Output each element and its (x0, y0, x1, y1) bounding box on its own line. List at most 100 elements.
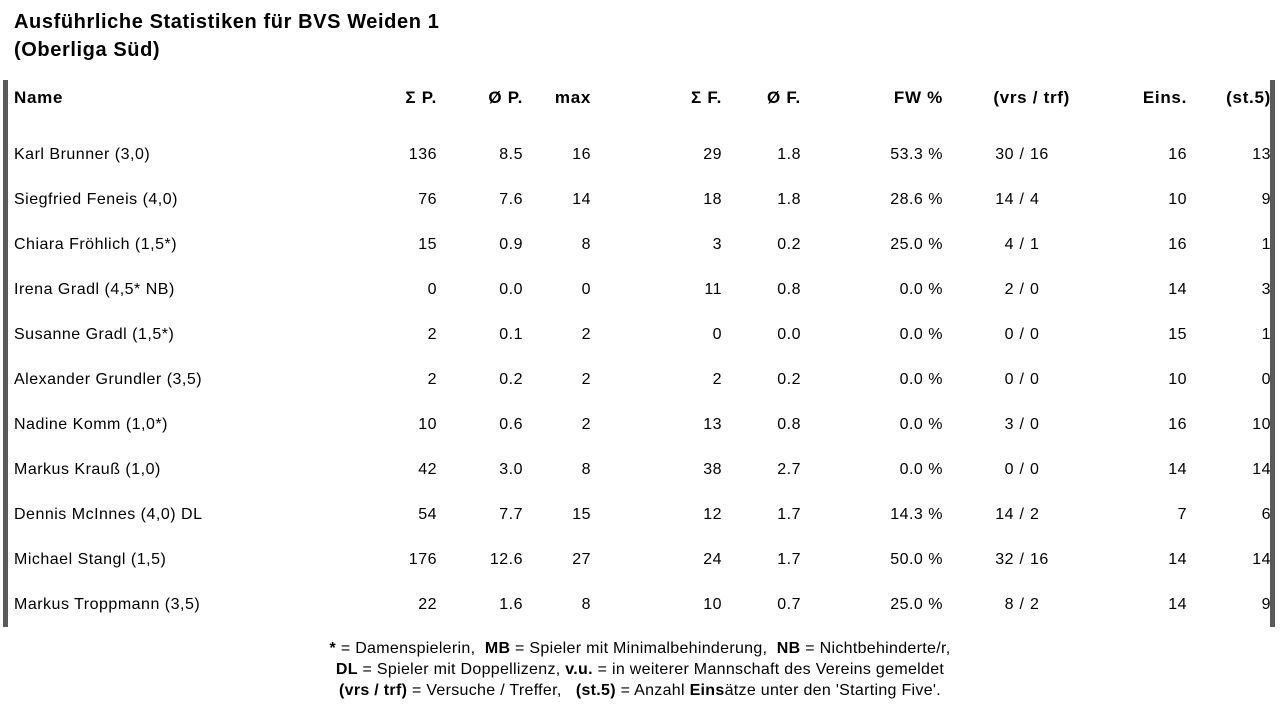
cell-st5: 14 (1252, 550, 1271, 568)
cell-fw_pct: 28.6 % (890, 190, 943, 208)
cell-max: 0 (581, 280, 591, 298)
cell-avg_p: 0.9 (499, 235, 523, 253)
cell-fw_pct: 0.0 % (899, 325, 943, 343)
cell-eins: 16 (1168, 235, 1187, 253)
table-left-border-bar (3, 80, 8, 627)
vrs-value: 0 (1004, 460, 1014, 478)
vrs-trf-separator: / (1019, 325, 1025, 343)
cell-max: 15 (572, 505, 591, 523)
table-row: Markus Krauß (1,0) 42 3.0 8 38 2.7 0.0 % 0 / 0 14 1… (8, 447, 1271, 492)
page-title: Ausführliche Statistiken für BVS Weiden … (14, 8, 439, 64)
trf-value: 2 (1030, 505, 1040, 523)
cell-vrs-trf: 0 / 0 (943, 357, 1070, 402)
vrs-value: 3 (1004, 415, 1014, 433)
footnote-term: MB (484, 640, 511, 657)
cell-fw_pct: 0.0 % (899, 370, 943, 388)
vrs-value: 2 (1004, 280, 1014, 298)
footnote-term: v.u. (565, 661, 593, 678)
cell-vrs-trf: 30 / 16 (943, 132, 1070, 177)
cell-sum_p: 2 (427, 325, 437, 343)
vrs-value: 4 (1004, 235, 1014, 253)
cell-eins: 7 (1177, 505, 1187, 523)
cell-name: Chiara Fröhlich (1,5*) (14, 235, 178, 253)
cell-avg_p: 0.6 (499, 415, 523, 433)
column-header-sum_f: Σ F. (691, 88, 722, 107)
vrs-value: 8 (1004, 595, 1014, 613)
cell-sum_p: 0 (427, 280, 437, 298)
cell-vrs-trf: 4 / 1 (943, 222, 1070, 267)
footnote-text: = Nichtbehinderte/r, (800, 640, 951, 657)
cell-st5: 1 (1261, 235, 1271, 253)
trf-value: 16 (1030, 145, 1049, 163)
cell-max: 2 (581, 325, 591, 343)
cell-fw_pct: 50.0 % (890, 550, 943, 568)
cell-name: Siegfried Feneis (4,0) (14, 190, 178, 208)
footnote-term: DL (335, 661, 358, 678)
vrs-value: 32 (995, 550, 1014, 568)
trf-value: 1 (1030, 235, 1040, 253)
column-header-sum_p: Σ P. (405, 88, 437, 107)
cell-avg_p: 7.7 (499, 505, 523, 523)
table-row: Karl Brunner (3,0) 136 8.5 16 29 1.8 53.3 % 30 /… (8, 132, 1271, 177)
cell-sum_p: 22 (418, 595, 437, 613)
column-header-avg_p: Ø P. (488, 88, 523, 107)
table-row: Alexander Grundler (3,5) 2 0.2 2 2 0.2 0.0 % 0 /… (8, 357, 1271, 402)
table-row: Nadine Komm (1,0*) 10 0.6 2 13 0.8 0.0 % 3 / 0 16 1… (8, 402, 1271, 447)
cell-sum_f: 11 (704, 280, 722, 298)
footnote-text: ätze unter den 'Starting Five'. (724, 682, 941, 699)
cell-vrs-trf: 0 / 0 (943, 312, 1070, 357)
cell-avg_p: 0.0 (499, 280, 523, 298)
table-row: Chiara Fröhlich (1,5*) 15 0.9 8 3 0.2 25.0 % 4 /… (8, 222, 1271, 267)
cell-st5: 0 (1261, 370, 1271, 388)
cell-sum_f: 18 (703, 190, 722, 208)
column-header-vrs_trf: (vrs / trf) (993, 88, 1070, 107)
cell-eins: 16 (1168, 145, 1187, 163)
footnote-line: DL = Spieler mit Doppellizenz, v.u. = in… (0, 659, 1280, 680)
vrs-value: 30 (995, 145, 1014, 163)
footnote-text: = in weiterer Mannschaft des Vereins gem… (592, 661, 945, 678)
cell-avg_f: 1.7 (777, 550, 801, 568)
trf-value: 0 (1030, 460, 1040, 478)
cell-avg_p: 12.6 (489, 550, 523, 568)
cell-avg_f: 0.8 (777, 415, 801, 433)
cell-sum_f: 12 (703, 505, 722, 523)
cell-avg_p: 7.6 (499, 190, 523, 208)
cell-sum_p: 15 (418, 235, 437, 253)
footnote-text: = Anzahl (615, 682, 690, 699)
cell-avg_f: 0.2 (777, 370, 801, 388)
cell-avg_f: 1.8 (777, 190, 801, 208)
cell-max: 8 (581, 460, 591, 478)
footnote-line: * = Damenspielerin, MB = Spieler mit Min… (0, 638, 1280, 659)
cell-name: Irena Gradl (4,5* NB) (14, 280, 175, 298)
vrs-trf-separator: / (1019, 595, 1025, 613)
footnote-term: (vrs / trf) (339, 682, 408, 699)
cell-eins: 14 (1168, 550, 1187, 568)
table-row: Irena Gradl (4,5* NB) 0 0.0 0 11 0.8 0.0 % 2 / 0 1… (8, 267, 1271, 312)
table-header-row: Name Σ P. Ø P. max Σ F. Ø F. FW % (vrs / trf) Ei… (8, 80, 1271, 132)
cell-max: 8 (581, 595, 591, 613)
cell-name: Dennis McInnes (4,0) DL (14, 505, 203, 523)
table-right-border-bar (1270, 80, 1275, 627)
cell-eins: 10 (1168, 190, 1187, 208)
cell-avg_f: 0.8 (777, 280, 801, 298)
cell-sum_f: 10 (703, 595, 722, 613)
cell-name: Michael Stangl (1,5) (14, 550, 167, 568)
cell-name: Susanne Gradl (1,5*) (14, 325, 175, 343)
vrs-value: 14 (995, 190, 1014, 208)
table-row: Dennis McInnes (4,0) DL 54 7.7 15 12 1.7 14.3 … (8, 492, 1271, 537)
footnote-text: = Spieler mit Doppellizenz, (357, 661, 566, 678)
cell-avg_f: 2.7 (777, 460, 801, 478)
column-header-fw_pct: FW % (893, 88, 943, 107)
cell-vrs-trf: 14 / 2 (943, 492, 1070, 537)
cell-name: Markus Troppmann (3,5) (14, 595, 201, 613)
cell-vrs-trf: 8 / 2 (943, 582, 1070, 627)
vrs-value: 0 (1004, 325, 1014, 343)
vrs-trf-separator: / (1019, 280, 1025, 298)
cell-avg_f: 0.7 (777, 595, 801, 613)
cell-st5: 14 (1252, 460, 1271, 478)
cell-avg_p: 3.0 (499, 460, 523, 478)
cell-avg_p: 8.5 (499, 145, 523, 163)
cell-sum_p: 42 (418, 460, 437, 478)
cell-st5: 6 (1261, 505, 1271, 523)
trf-value: 0 (1030, 280, 1040, 298)
